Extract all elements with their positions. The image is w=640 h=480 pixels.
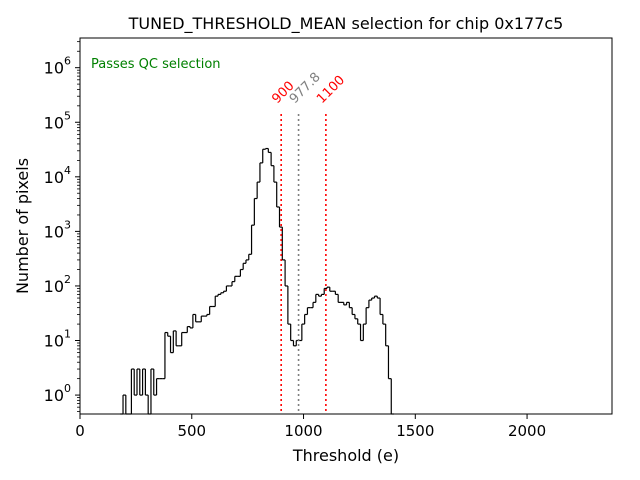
y-axis-label: Number of pixels (13, 158, 32, 294)
qc-annotation: Passes QC selection (91, 57, 221, 72)
y-tick-exponent: 5 (64, 109, 71, 122)
y-tick-label: 10 (44, 332, 64, 351)
y-tick-label: 10 (44, 277, 64, 296)
x-axis: 0 500 1000 1500 2000 (75, 414, 546, 440)
x-axis-label: Threshold (e) (292, 446, 399, 465)
y-tick-exponent: 1 (64, 328, 71, 341)
y-tick-label: 10 (44, 168, 64, 187)
chart-title: TUNED_THRESHOLD_MEAN selection for chip … (128, 14, 564, 34)
y-tick-exponent: 6 (64, 55, 71, 68)
y-tick-exponent: 4 (64, 164, 71, 177)
y-tick-exponent: 2 (64, 273, 71, 286)
x-tick-label: 1500 (396, 422, 434, 440)
plot-frame (79, 37, 613, 415)
x-tick-label: 1000 (284, 422, 322, 440)
x-tick-label: 500 (177, 422, 206, 440)
y-tick-label: 10 (44, 222, 64, 241)
y-tick-exponent: 0 (64, 382, 71, 395)
x-tick-label: 0 (75, 422, 85, 440)
y-tick-exponent: 3 (64, 218, 71, 231)
x-tick-label: 2000 (508, 422, 546, 440)
y-tick-label: 10 (44, 386, 64, 405)
y-tick-label: 10 (44, 59, 64, 78)
histogram-layer (120, 147, 395, 415)
y-tick-label: 10 (44, 113, 64, 132)
plot-area (80, 38, 612, 414)
